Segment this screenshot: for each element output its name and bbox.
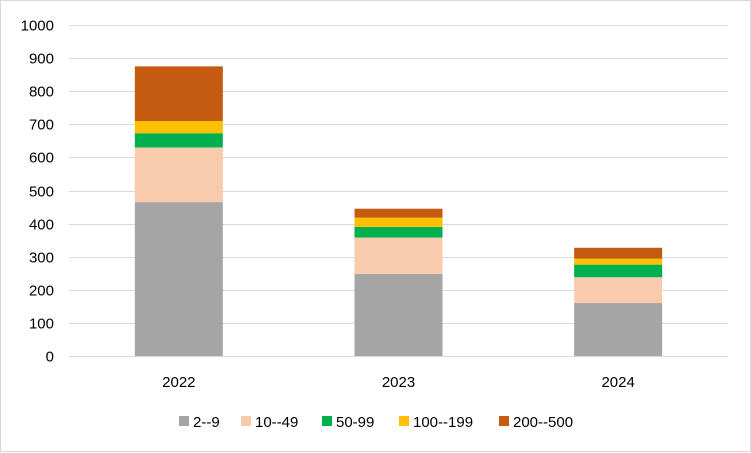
y-tick-label: 700 [29, 117, 54, 134]
legend-label: 100--199 [413, 414, 473, 431]
x-tick-label: 2023 [382, 374, 415, 391]
bar-segment [134, 133, 223, 148]
y-tick-label: 600 [29, 150, 54, 167]
y-axis-ticks: 0 100 200 300 400 500 600 700 800 900 1000 [21, 18, 54, 366]
bar-segment [354, 208, 443, 218]
bar-segment [354, 226, 443, 238]
legend-swatch [499, 416, 509, 426]
y-tick-label: 500 [29, 184, 54, 201]
bar-segment [574, 277, 663, 304]
bar-segment [354, 237, 443, 274]
bar-segment [574, 247, 663, 259]
bar-segment [134, 147, 223, 203]
bar-segment [574, 303, 663, 356]
x-tick-label: 2022 [162, 374, 195, 391]
legend-swatch [241, 416, 251, 426]
bar-segment [134, 202, 223, 356]
legend-label: 2--9 [193, 414, 220, 431]
bar-segment [354, 273, 443, 356]
y-tick-label: 400 [29, 217, 54, 234]
y-tick-label: 0 [46, 349, 54, 366]
y-tick-label: 900 [29, 51, 54, 68]
bar-segment [134, 120, 223, 134]
legend-swatch [399, 416, 409, 426]
y-tick-label: 100 [29, 316, 54, 333]
legend-label: 10--49 [255, 414, 298, 431]
bar-segment [134, 66, 223, 121]
x-tick-label: 2024 [601, 374, 634, 391]
y-tick-label: 300 [29, 250, 54, 267]
bars [134, 66, 663, 356]
legend-label: 200--500 [513, 414, 573, 431]
legend: 2--9 10--49 50-99 100--199 200--500 [179, 414, 573, 431]
y-tick-label: 1000 [21, 18, 54, 35]
legend-swatch [322, 416, 332, 426]
y-tick-label: 200 [29, 283, 54, 300]
bar-segment [574, 258, 663, 265]
bar-segment [354, 217, 443, 227]
y-tick-label: 800 [29, 84, 54, 101]
legend-label: 50-99 [336, 414, 374, 431]
x-axis-ticks: 2022 2023 2024 [162, 374, 635, 391]
legend-swatch [179, 416, 189, 426]
bar-segment [574, 264, 663, 278]
